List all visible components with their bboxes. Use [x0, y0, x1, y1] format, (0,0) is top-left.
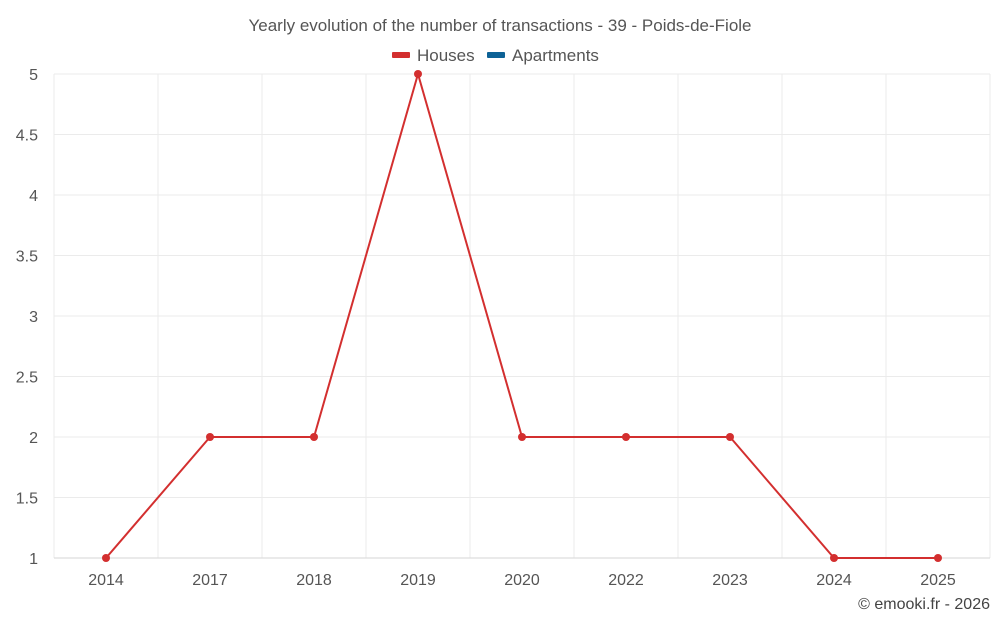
- x-tick-label: 2022: [608, 572, 644, 589]
- y-tick-label: 1: [29, 551, 38, 568]
- grid: [53, 73, 991, 559]
- x-tick-label: 2019: [400, 572, 436, 589]
- data-point[interactable]: [726, 433, 734, 441]
- legend-item-houses[interactable]: Houses: [392, 46, 475, 65]
- y-tick-label: 3.5: [16, 249, 38, 266]
- data-point[interactable]: [310, 433, 318, 441]
- legend: Houses Apartments: [392, 46, 599, 65]
- x-tick-label: 2025: [920, 572, 956, 589]
- y-tick-label: 3: [29, 309, 38, 326]
- chart-title: Yearly evolution of the number of transa…: [248, 16, 751, 35]
- data-point[interactable]: [830, 554, 838, 562]
- data-point[interactable]: [518, 433, 526, 441]
- legend-label-houses: Houses: [417, 46, 475, 65]
- data-point[interactable]: [102, 554, 110, 562]
- data-point[interactable]: [414, 70, 422, 78]
- data-point[interactable]: [206, 433, 214, 441]
- legend-swatch-houses: [392, 52, 410, 58]
- y-tick-label: 2: [29, 430, 38, 447]
- x-tick-label: 2018: [296, 572, 332, 589]
- legend-item-apartments[interactable]: Apartments: [487, 46, 599, 65]
- y-tick-label: 1.5: [16, 491, 38, 508]
- x-tick-label: 2017: [192, 572, 228, 589]
- x-tick-label: 2014: [88, 572, 124, 589]
- data-point[interactable]: [622, 433, 630, 441]
- y-tick-label: 4.5: [16, 128, 38, 145]
- credit-text: © emooki.fr - 2026: [858, 596, 990, 613]
- legend-swatch-apartments: [487, 52, 505, 58]
- x-tick-label: 2020: [504, 572, 540, 589]
- x-tick-label: 2023: [712, 572, 748, 589]
- x-tick-label: 2024: [816, 572, 852, 589]
- data-point[interactable]: [934, 554, 942, 562]
- y-tick-label: 4: [29, 188, 38, 205]
- y-axis: 1 1.5 2 2.5 3 3.5 4 4.5 5: [16, 67, 38, 568]
- x-axis: 2014 2017 2018 2019 2020 2022 2023 2024 2025: [88, 572, 956, 589]
- y-tick-label: 5: [29, 67, 38, 84]
- series-houses: [102, 70, 942, 562]
- legend-label-apartments: Apartments: [512, 46, 599, 65]
- y-tick-label: 2.5: [16, 370, 38, 387]
